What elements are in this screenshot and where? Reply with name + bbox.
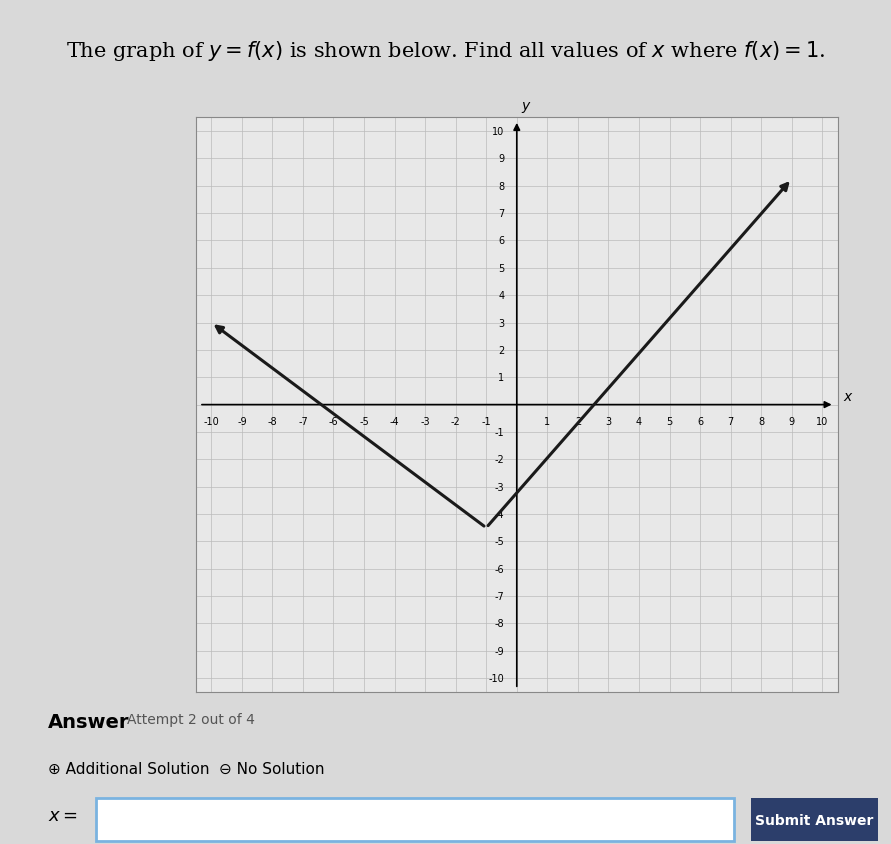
Text: 9: 9 (789, 416, 795, 426)
Text: ⊕ Additional Solution: ⊕ Additional Solution (48, 760, 210, 776)
Text: 10: 10 (816, 416, 829, 426)
Text: -5: -5 (359, 416, 369, 426)
Text: -6: -6 (495, 564, 504, 574)
Text: 5: 5 (666, 416, 673, 426)
Text: 4: 4 (636, 416, 642, 426)
Text: 7: 7 (498, 208, 504, 219)
Text: -10: -10 (489, 674, 504, 684)
Text: -1: -1 (495, 427, 504, 437)
Text: -7: -7 (298, 416, 307, 426)
Text: -9: -9 (495, 647, 504, 656)
Text: -6: -6 (329, 416, 339, 426)
Text: 10: 10 (493, 127, 504, 137)
Text: -2: -2 (451, 416, 461, 426)
Text: Submit Answer: Submit Answer (755, 813, 873, 826)
Text: -3: -3 (421, 416, 430, 426)
Text: 8: 8 (758, 416, 764, 426)
Text: 5: 5 (498, 263, 504, 273)
Text: 3: 3 (605, 416, 611, 426)
Text: 6: 6 (498, 236, 504, 246)
Text: Attempt 2 out of 4: Attempt 2 out of 4 (127, 712, 255, 726)
Text: -7: -7 (495, 592, 504, 602)
FancyBboxPatch shape (751, 798, 878, 841)
Text: x: x (844, 390, 852, 404)
Text: 3: 3 (498, 318, 504, 328)
Text: -8: -8 (267, 416, 277, 426)
Text: 9: 9 (498, 154, 504, 164)
Text: -1: -1 (481, 416, 491, 426)
Text: -4: -4 (495, 510, 504, 519)
Text: -10: -10 (203, 416, 219, 426)
Text: -2: -2 (495, 455, 504, 465)
Text: -3: -3 (495, 482, 504, 492)
Text: 2: 2 (575, 416, 581, 426)
Text: 1: 1 (544, 416, 551, 426)
Text: 8: 8 (498, 181, 504, 192)
Text: 6: 6 (697, 416, 703, 426)
Text: $x =$: $x =$ (48, 806, 78, 825)
Text: ⊖ No Solution: ⊖ No Solution (218, 760, 324, 776)
FancyBboxPatch shape (96, 798, 734, 841)
Text: -5: -5 (495, 537, 504, 547)
Text: 7: 7 (727, 416, 734, 426)
Text: Answer: Answer (48, 712, 130, 731)
Text: 4: 4 (498, 291, 504, 300)
Text: -8: -8 (495, 619, 504, 629)
Text: 1: 1 (498, 373, 504, 383)
Text: y: y (522, 99, 530, 113)
Text: The graph of $y = f(x)$ is shown below. Find all values of $x$ where $f(x) = 1$.: The graph of $y = f(x)$ is shown below. … (66, 39, 825, 62)
Text: -9: -9 (237, 416, 247, 426)
Text: 2: 2 (498, 345, 504, 355)
Text: -4: -4 (389, 416, 399, 426)
